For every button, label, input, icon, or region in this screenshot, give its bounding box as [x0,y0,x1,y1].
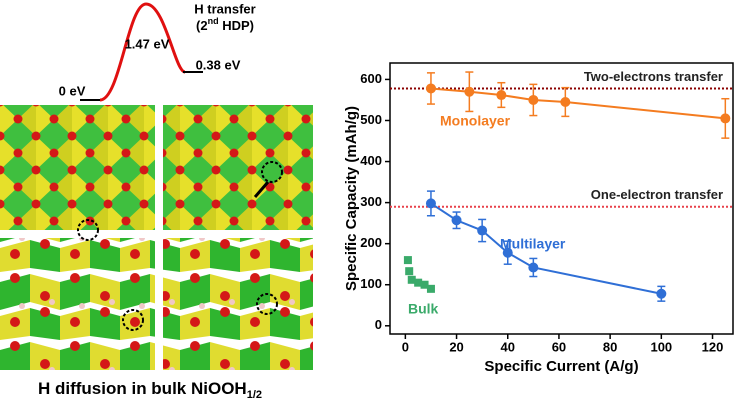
point [528,94,539,105]
caption: H diffusion in bulk NiOOH1/2 [38,379,262,400]
structure-side [163,238,313,370]
x-tick-label: 40 [501,339,515,354]
marker-circle [122,309,144,331]
chart: 0 100 200 300 400 500 600 0 20 40 60 80 100 120 Specif… [343,62,734,375]
point [425,198,436,209]
energy-label: 1.47 eV [125,36,170,51]
structure-top [163,105,313,230]
x-axis-label: Specific Current (A/g) [484,358,638,375]
y-tick-label: 400 [360,153,382,168]
point [403,256,412,265]
x-tick-label: 20 [449,339,463,354]
energy-title: (2nd HDP) [196,16,254,33]
series-label: Bulk [408,301,439,317]
point [414,278,423,287]
structure-side [0,238,155,370]
x-tick-label: 100 [650,339,672,354]
series-line [430,87,726,120]
point [426,284,435,293]
y-tick-label: 300 [360,194,382,209]
point [720,113,731,124]
x-tick-label: 80 [603,339,617,354]
point [407,275,416,284]
point [464,86,475,97]
y-tick-label: 200 [360,235,382,250]
series-line [430,202,662,295]
y-tick-label: 500 [360,112,382,127]
y-tick-label: 100 [360,276,382,291]
point [502,247,513,258]
energy-curve [99,2,186,102]
point [496,90,507,101]
point [425,83,436,94]
energy-title: H transfer [194,1,255,16]
structure-top [0,105,155,230]
energy-label: 0.38 eV [196,57,241,72]
x-tick-label: 60 [552,339,566,354]
left-panel: H transfer (2nd HDP) 1.47 eV 0 eV 0.38 e… [0,1,313,401]
point [656,288,667,299]
point [560,97,571,108]
energy-label: 0 eV [59,83,86,98]
point [528,262,539,273]
marker-circle [256,293,278,315]
y-tick-label: 0 [375,317,382,332]
x-tick-label: 0 [402,339,409,354]
reference-label: Two-electrons transfer [584,69,723,84]
x-tick-label: 120 [702,339,724,354]
point [451,215,462,226]
y-axis-label: Specific Capacity (mAh/g) [343,106,360,291]
marker-circle [261,161,283,183]
point [477,225,488,236]
marker-circle [77,219,99,241]
point [405,267,414,276]
series-label: Multilayer [500,236,566,252]
reference-label: One-electron transfer [591,187,723,202]
arrow [253,181,270,198]
series-label: Monolayer [440,113,511,129]
y-tick-label: 600 [360,71,382,86]
plot-frame [389,62,734,335]
point [420,280,429,289]
